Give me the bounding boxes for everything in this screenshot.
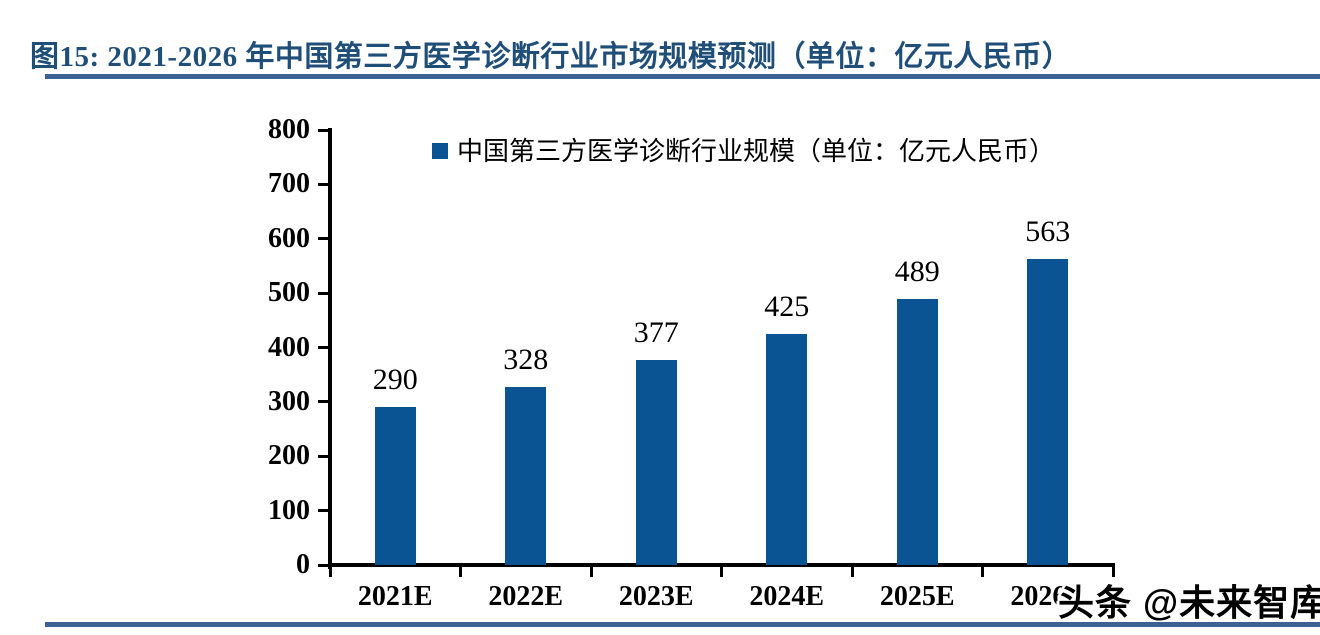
x-axis-label: 2026E (1010, 581, 1086, 612)
x-axis-label: 2021E (357, 581, 433, 612)
legend-label: 中国第三方医学诊断行业规模（单位：亿元人民币） (457, 137, 1056, 166)
x-axis-tick (720, 565, 723, 577)
bar-value-label: 489 (894, 255, 940, 289)
bar-2026E (1027, 258, 1069, 565)
y-axis-tick (318, 182, 330, 186)
bar-2024E (766, 333, 808, 565)
y-axis-tick (318, 237, 330, 241)
bar-2021E (374, 407, 416, 565)
y-axis-label: 100 (268, 494, 310, 526)
x-axis-tick (981, 565, 984, 577)
bar-value-label: 563 (1025, 214, 1071, 248)
x-axis-label: 2025E (879, 581, 955, 612)
bar-value-label: 377 (633, 316, 679, 349)
y-axis-label: 700 (268, 168, 310, 200)
y-axis-tick (318, 291, 330, 295)
x-axis-tick (328, 565, 332, 577)
figure-title: 图15: 2021-2026 年中国第三方医学诊断行业市场规模预测（单位：亿元人… (30, 41, 1072, 73)
x-axis-tick (850, 565, 854, 577)
bar-value-label: 328 (503, 342, 549, 376)
y-axis-tick (318, 400, 330, 404)
y-axis-label: 0 (296, 549, 310, 580)
x-axis-label: 2023E (618, 581, 694, 612)
bottom-divider (45, 622, 1320, 627)
x-axis-label: 2022E (488, 581, 564, 612)
chart-legend: 中国第三方医学诊断行业规模（单位：亿元人民币） (432, 131, 1055, 168)
y-axis-label: 500 (268, 277, 310, 309)
y-axis-label: 300 (268, 385, 310, 417)
bar-2022E (505, 386, 547, 565)
y-axis-tick (318, 563, 330, 567)
legend-swatch (432, 142, 448, 159)
x-axis-tick (589, 565, 593, 577)
y-axis-tick (318, 128, 330, 132)
y-axis-label: 200 (268, 440, 310, 472)
y-axis-tick (318, 454, 330, 458)
x-axis-tick (459, 565, 462, 577)
y-axis-label: 800 (268, 114, 310, 145)
y-axis-tick (318, 509, 330, 513)
bar-2023E (635, 360, 677, 565)
y-axis-tick (318, 346, 330, 349)
x-axis-tick (1111, 565, 1115, 577)
y-axis-line (328, 128, 332, 569)
watermark: 头条 @未来智库 (1058, 582, 1320, 623)
x-axis-label: 2024E (749, 581, 825, 612)
title-divider (45, 74, 1320, 79)
y-axis-label: 600 (268, 222, 310, 254)
bar-value-label: 290 (372, 363, 418, 397)
bar-value-label: 425 (764, 289, 810, 323)
bar-2025E (896, 299, 938, 565)
y-axis-label: 400 (268, 331, 310, 363)
